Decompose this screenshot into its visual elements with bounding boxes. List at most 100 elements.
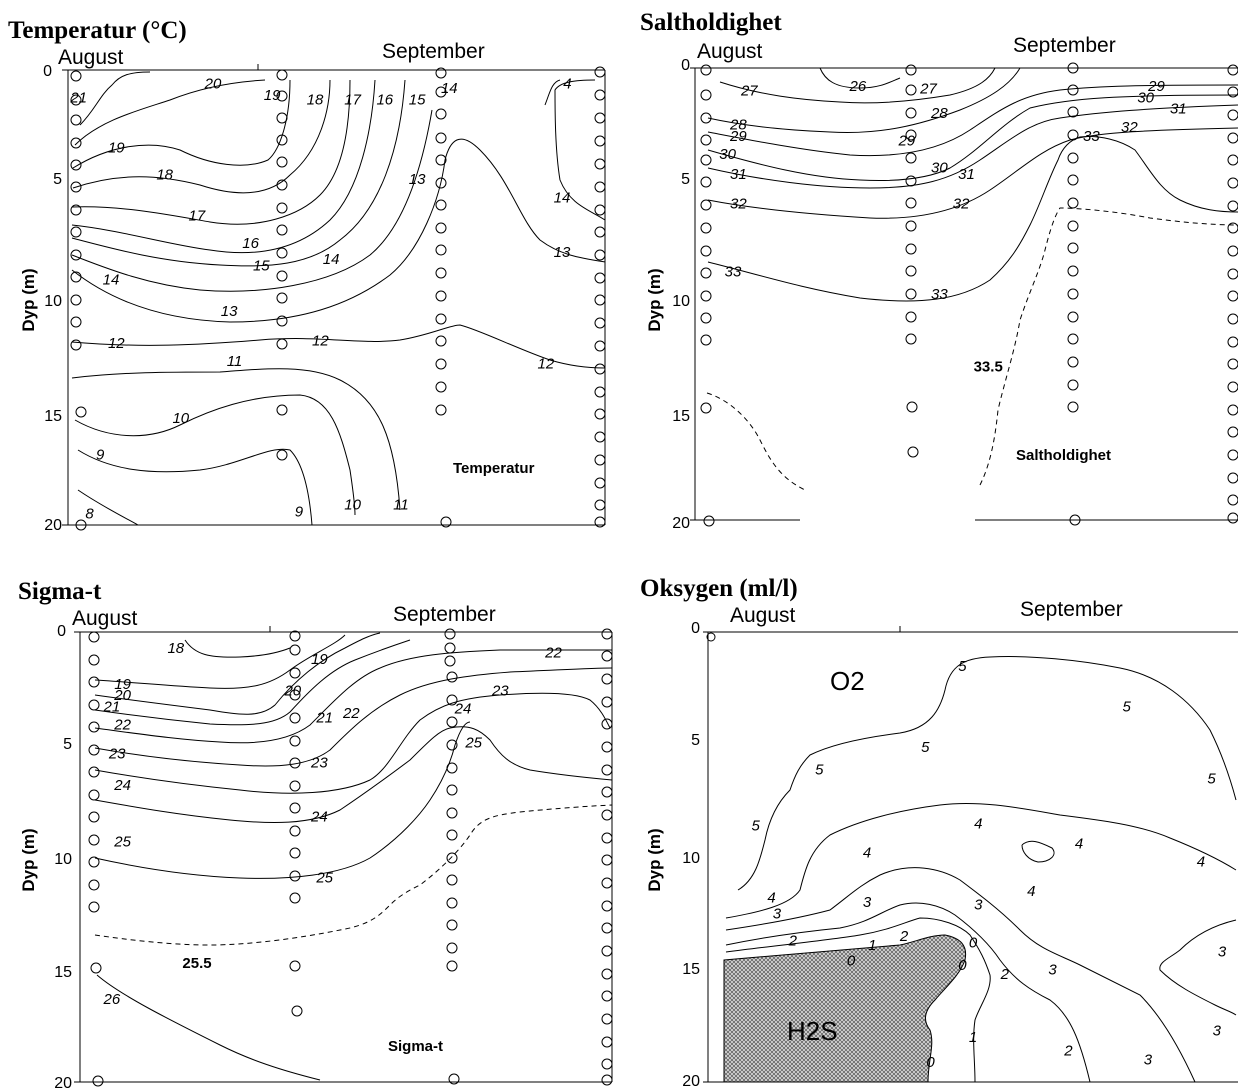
o2-region-label: O2 <box>830 666 865 696</box>
y-tick-label: 20 <box>672 515 690 532</box>
contour-label: 2 <box>788 932 798 949</box>
contour-label: 18 <box>156 167 173 184</box>
contour-label: 4 <box>767 890 775 907</box>
month-label-september: September <box>393 603 496 626</box>
inner-label: Temperatur <box>453 460 535 477</box>
panel-title: Sigma-t <box>18 578 102 605</box>
contour-label: 5 <box>752 818 761 835</box>
contour-label: 3 <box>1213 1022 1222 1039</box>
contour-label: 12 <box>538 356 555 373</box>
contour-label: 22 <box>544 644 562 661</box>
contour-label: 4 <box>563 76 571 93</box>
station-markers <box>70 66 606 531</box>
y-tick-label: 5 <box>681 171 690 188</box>
contour-label: 22 <box>113 716 131 733</box>
contour-label: 15 <box>409 92 426 109</box>
contour-label: 3 <box>1218 944 1227 961</box>
contour-label: 18 <box>167 640 184 657</box>
contour-label: 4 <box>1197 854 1205 871</box>
contour-label: 5 <box>1207 770 1216 787</box>
contour-label: 23 <box>108 746 126 763</box>
y-tick-label: 10 <box>44 293 62 310</box>
contour-label: 2 <box>899 928 909 945</box>
y-axis-label: Dyp (m) <box>645 828 664 891</box>
contour-label: 2 <box>1063 1043 1073 1060</box>
month-label-august: August <box>730 604 796 627</box>
y-tick-label: 20 <box>44 517 62 534</box>
contour-label: 33.5 <box>974 358 1003 375</box>
contour-label: 14 <box>441 80 458 97</box>
contour-label: 15 <box>253 258 270 275</box>
plot-frame <box>690 67 1238 521</box>
contour-label: 20 <box>283 683 301 700</box>
contour-label: 1 <box>868 937 876 954</box>
contour-label: 19 <box>108 139 125 156</box>
contour-label: 33 <box>931 286 948 303</box>
contour-label: 16 <box>376 92 393 109</box>
station-markers <box>700 62 1238 527</box>
contour-label: 4 <box>974 815 982 832</box>
contour-label: 30 <box>1137 89 1154 106</box>
contour-lines <box>725 656 1237 1083</box>
contour-label: 23 <box>310 755 328 772</box>
contour-label: 4 <box>1075 836 1083 853</box>
y-tick-label: 5 <box>53 171 62 188</box>
contour-label: 9 <box>96 447 105 464</box>
contour-label: 5 <box>1123 698 1132 715</box>
contour-label: 32 <box>1121 119 1138 136</box>
contour-labels: 21 20 19 18 17 16 15 14 14 13 13 12 12 12 11 10 9 8 13 14 4 1… <box>69 76 571 523</box>
station-markers <box>706 632 716 642</box>
y-axis-label: Dyp (m) <box>19 828 38 891</box>
contour-label: 20 <box>204 76 222 93</box>
contour-label: 24 <box>454 701 472 718</box>
contour-label: 0 <box>958 957 967 974</box>
contour-label: 17 <box>189 208 206 225</box>
station-markers <box>88 628 613 1087</box>
contour-label: 13 <box>554 244 571 261</box>
panel-title: Temperatur (°C) <box>8 17 187 44</box>
contour-label: 5 <box>958 658 967 675</box>
contour-label: 26 <box>849 78 867 95</box>
h2s-region-label: H2S <box>787 1016 838 1046</box>
y-tick-label: 10 <box>672 293 690 310</box>
panel-salinity: Saltholdighet August September Dyp (m) 0… <box>640 9 1238 532</box>
month-label-september: September <box>382 40 485 63</box>
y-tick-label: 15 <box>54 964 72 981</box>
contour-label: 4 <box>1027 883 1035 900</box>
contour-label: 24 <box>310 809 328 826</box>
y-tick-label: 20 <box>682 1073 700 1090</box>
contour-label: 12 <box>108 335 125 352</box>
contour-label: 14 <box>103 271 120 288</box>
contour-label: 11 <box>393 497 409 514</box>
y-tick-label: 0 <box>681 57 690 74</box>
contour-label: 28 <box>729 117 747 134</box>
contour-label: 4 <box>863 845 871 862</box>
contour-label: 3 <box>863 894 872 911</box>
y-tick-label: 15 <box>44 408 62 425</box>
contour-label: 18 <box>307 92 324 109</box>
month-label-september: September <box>1020 598 1123 621</box>
dashed-contour-25.5 <box>94 804 613 946</box>
y-tick-label: 10 <box>54 851 72 868</box>
month-label-august: August <box>58 46 124 69</box>
contour-label: 27 <box>919 80 937 97</box>
contour-label: 31 <box>1170 101 1187 118</box>
contour-label: 21 <box>315 710 333 727</box>
panel-sigma-t: Sigma-t August September Dyp (m) 0 5 10 … <box>18 578 613 1090</box>
contour-label: 8 <box>85 506 94 523</box>
contour-label: 3 <box>1144 1052 1153 1069</box>
contour-label: 23 <box>491 683 509 700</box>
plot-frame <box>74 626 613 1083</box>
contour-label: 26 <box>103 991 121 1008</box>
month-label-september: September <box>1013 34 1116 57</box>
y-tick-label: 10 <box>682 850 700 867</box>
contour-label: 19 <box>264 87 281 104</box>
contour-label: 3 <box>974 896 983 913</box>
contour-label: 0 <box>847 953 856 970</box>
y-tick-label: 20 <box>54 1075 72 1090</box>
contour-lines <box>71 71 606 526</box>
